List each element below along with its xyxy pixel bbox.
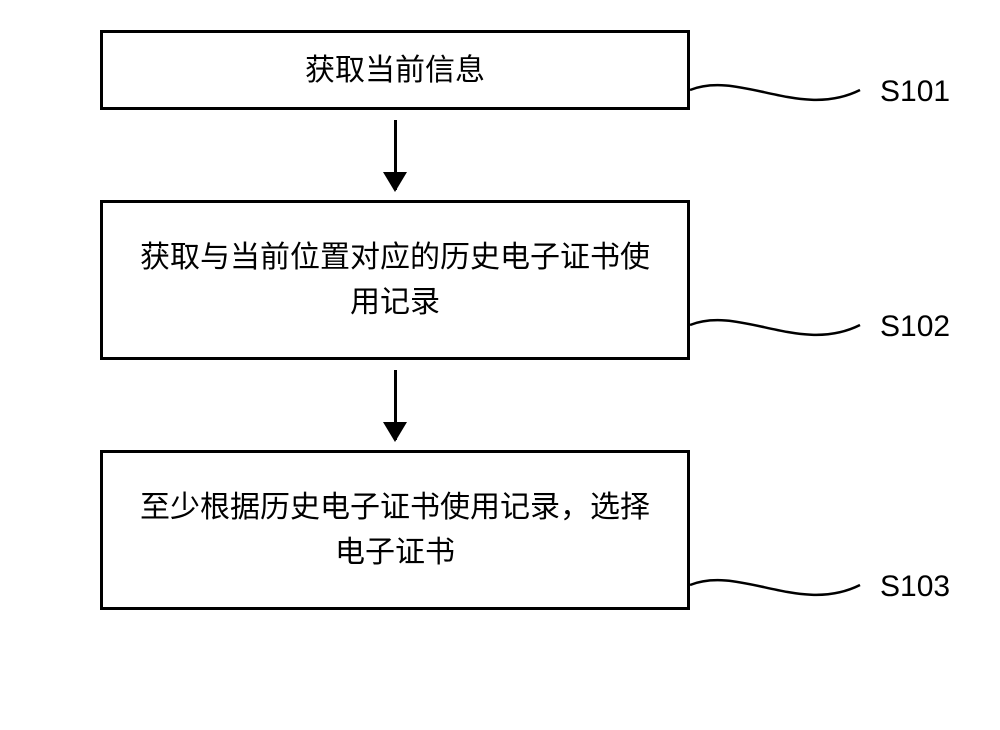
- arrow-s101-s102: [100, 110, 690, 200]
- arrow-icon: [394, 120, 397, 190]
- connector-curve-s101: [690, 85, 860, 100]
- connector-curve-s102: [690, 320, 860, 335]
- step-text-s102: 获取与当前位置对应的历史电子证书使用记录: [133, 235, 657, 325]
- step-label-s101: S101: [880, 75, 950, 109]
- arrow-s102-s103: [100, 360, 690, 450]
- flowchart-container: 获取当前信息 获取与当前位置对应的历史电子证书使用记录 至少根据历史电子证书使用…: [100, 30, 900, 610]
- connector-curve-s103: [690, 580, 860, 595]
- step-box-s101: 获取当前信息: [100, 30, 690, 110]
- arrow-icon: [394, 370, 397, 440]
- step-box-s103: 至少根据历史电子证书使用记录，选择电子证书: [100, 450, 690, 610]
- step-text-s101: 获取当前信息: [305, 48, 485, 93]
- step-label-s103: S103: [880, 570, 950, 604]
- step-label-s102: S102: [880, 310, 950, 344]
- step-box-s102: 获取与当前位置对应的历史电子证书使用记录: [100, 200, 690, 360]
- step-text-s103: 至少根据历史电子证书使用记录，选择电子证书: [133, 485, 657, 575]
